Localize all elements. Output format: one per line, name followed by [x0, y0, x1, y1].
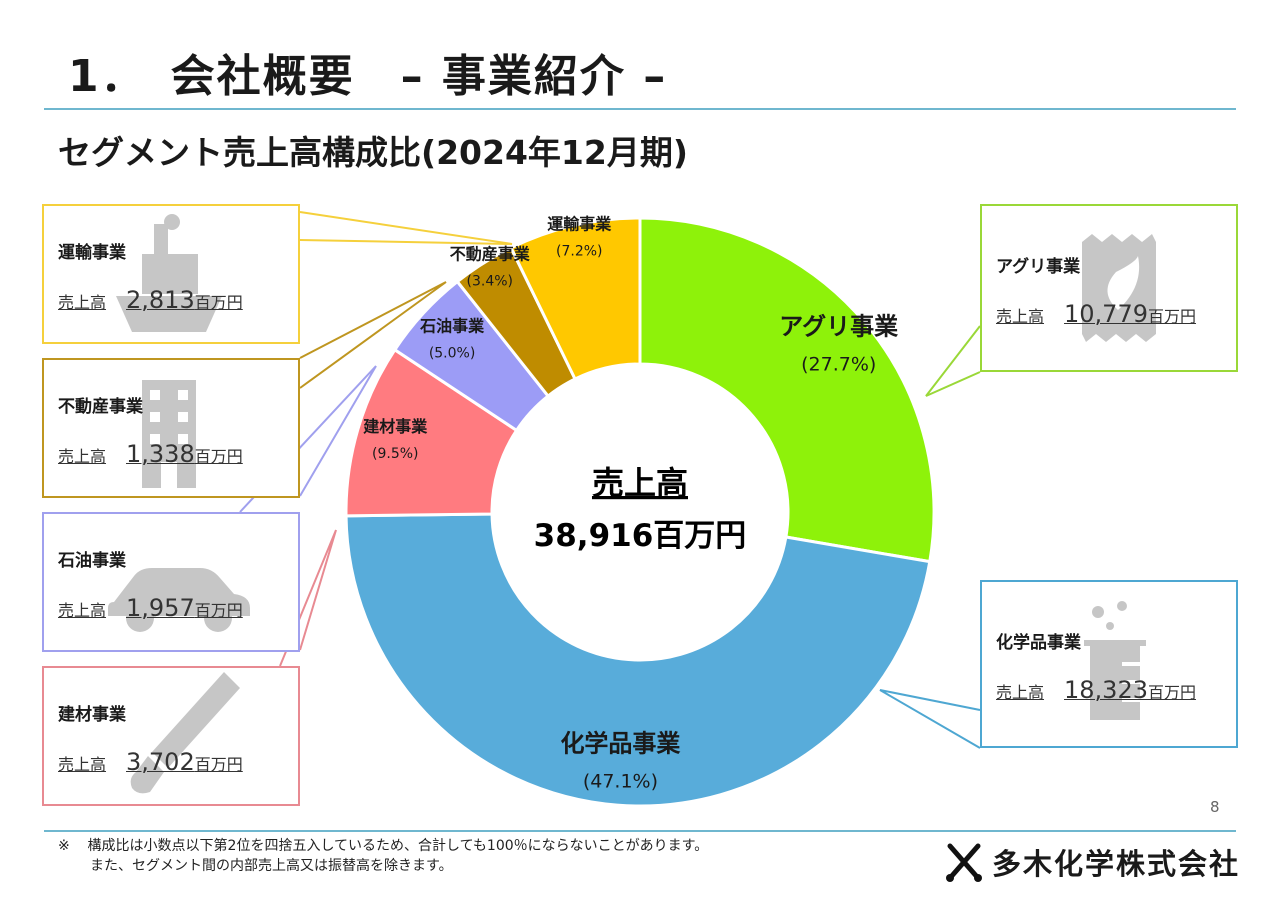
- callout-chem: 化学品事業 売上高 18,323百万円: [980, 580, 1238, 748]
- footer-divider: [44, 830, 1236, 832]
- callout-name: 石油事業: [58, 551, 126, 571]
- page-title: 1． 会社概要 – 事業紹介 –: [68, 51, 668, 102]
- callout-oil: 石油事業 売上高 1,957百万円: [42, 512, 300, 652]
- saw-icon: [130, 672, 240, 794]
- callout-sales: 売上高 18,323百万円: [996, 676, 1197, 704]
- callout-transport: 運輸事業 売上高 2,813百万円: [42, 204, 300, 344]
- callout-name: 運輸事業: [58, 243, 126, 263]
- donut-slices: [344, 216, 936, 808]
- callout-sales: 売上高 10,779百万円: [996, 300, 1197, 328]
- leader-agri: [925, 325, 981, 397]
- callout-name: 不動産事業: [58, 397, 143, 417]
- slice-agri: [638, 216, 936, 564]
- callout-build: 建材事業 売上高 3,702百万円: [42, 666, 300, 806]
- leader-chem: [879, 689, 981, 749]
- leader-realestate: [299, 281, 447, 389]
- slice-percent-chem: (47.1%): [583, 770, 658, 792]
- slice-name-agri: アグリ事業: [779, 312, 898, 340]
- footnote-mark: ※: [58, 838, 70, 854]
- slice-name-realestate: 不動産事業: [450, 245, 531, 264]
- slice-percent-transport: (7.2%): [556, 243, 603, 259]
- callout-sales: 売上高 1,957百万円: [58, 594, 243, 622]
- leader-transport: [299, 211, 513, 245]
- callout-name: 化学品事業: [996, 633, 1081, 653]
- slice-labels: アグリ事業 (27.7%) 化学品事業 (47.1%) 建材事業 (9.5%) 石油事業 (5…: [363, 214, 898, 792]
- ship-icon: [116, 214, 222, 332]
- center-label: 売上高: [592, 464, 688, 502]
- slice-name-chem: 化学品事業: [560, 729, 680, 757]
- beaker-icon: [1084, 601, 1146, 720]
- slice-chem: [344, 512, 932, 808]
- page-number: 8: [1210, 798, 1220, 816]
- building-icon: [142, 380, 196, 488]
- slice-percent-build: (9.5%): [372, 446, 419, 462]
- center-label-group: 売上高 38,916百万円: [534, 464, 747, 554]
- car-icon: [108, 568, 250, 632]
- slice-name-oil: 石油事業: [419, 317, 485, 336]
- callout-sales: 売上高 3,702百万円: [58, 748, 243, 776]
- callout-sales: 売上高 1,338百万円: [58, 440, 243, 468]
- logo-mark-icon: [946, 843, 982, 882]
- fertilizer-bag-icon: [1082, 234, 1156, 342]
- chart-title: セグメント売上高構成比(2024年12月期): [58, 133, 688, 172]
- callout-realestate: 不動産事業 売上高 1,338百万円: [42, 358, 300, 498]
- callout-name: アグリ事業: [996, 257, 1081, 277]
- callout-sales: 売上高 2,813百万円: [58, 286, 243, 314]
- slice-percent-agri: (27.7%): [801, 353, 876, 375]
- callout-agri: アグリ事業 売上高 10,779百万円: [980, 204, 1238, 372]
- company-logo: 多木化学株式会社: [944, 842, 1240, 882]
- slice-percent-realestate: (3.4%): [467, 274, 514, 290]
- slice-name-build: 建材事業: [363, 417, 428, 436]
- center-total: 38,916百万円: [534, 518, 747, 554]
- footnote-line2: また、セグメント間の内部売上高又は振替高を除きます。: [90, 858, 453, 874]
- footnote-line1: 構成比は小数点以下第2位を四捨五入しているため、合計しても100％にならないこと…: [87, 838, 709, 854]
- slice-name-transport: 運輸事業: [547, 214, 612, 233]
- slice-transport: [508, 216, 642, 382]
- title-divider: [44, 108, 1236, 110]
- slice-percent-oil: (5.0%): [429, 346, 476, 362]
- company-name: 多木化学株式会社: [992, 847, 1241, 881]
- footnote: ※ 構成比は小数点以下第2位を四捨五入しているため、合計しても100％にならない…: [58, 836, 708, 876]
- callout-name: 建材事業: [58, 705, 126, 725]
